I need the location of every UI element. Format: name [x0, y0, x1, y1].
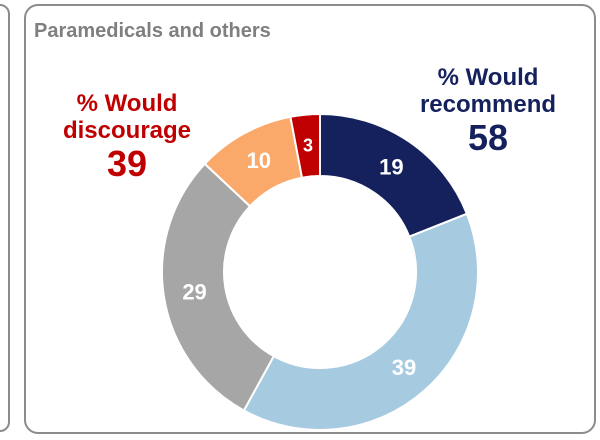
discourage-label-line1: % Would [76, 90, 178, 117]
discourage-label-line2: discourage [62, 117, 192, 144]
panel-title: Paramedicals and others [34, 20, 271, 42]
donut-slice-1 [242, 212, 479, 431]
slice-label-3: 10 [247, 148, 271, 173]
slice-label-1: 39 [392, 355, 416, 380]
discourage-value: 39 [106, 143, 148, 184]
donut-slice-4 [289, 112, 321, 179]
chart-panel [24, 4, 596, 434]
recommend-callout: % Would recommend 58 [398, 64, 578, 158]
discourage-callout: % Would discourage 39 [42, 90, 212, 184]
slice-label-4: 3 [303, 136, 313, 156]
recommend-label-line1: % Would [437, 64, 539, 91]
recommend-value: 58 [467, 117, 509, 158]
recommend-label-line2: recommend [419, 91, 557, 118]
slice-label-0: 19 [379, 154, 403, 179]
slice-label-2: 29 [182, 279, 206, 304]
donut-slice-2 [161, 162, 276, 412]
